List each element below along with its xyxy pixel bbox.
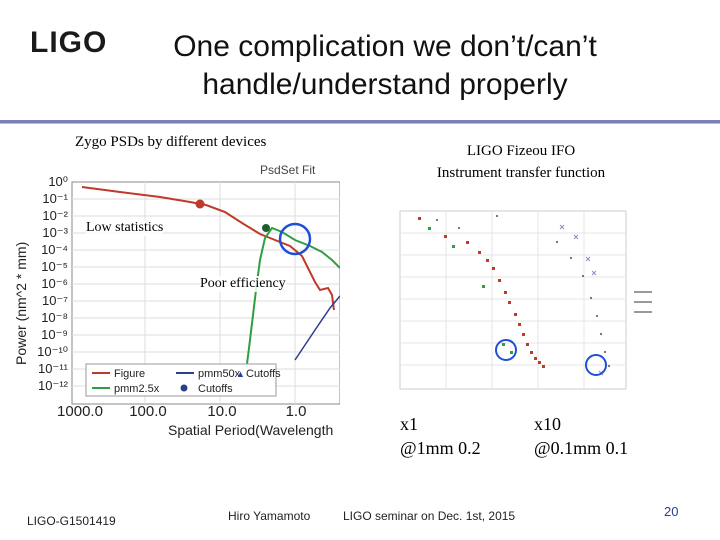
- pmm2-5x-curve: [242, 226, 340, 397]
- footer-doc-id: LIGO-G1501419: [27, 514, 116, 528]
- legend-cutoff-marker-1: ▲: [236, 369, 245, 379]
- ifo-transfer-function-plot: [386, 205, 666, 405]
- y-tick: 10⁻⁶: [41, 276, 68, 291]
- tf-points-x1: [418, 217, 545, 368]
- tf-points-x10: [428, 227, 513, 354]
- title-line-1: One complication we don’t/can’t: [173, 30, 597, 63]
- ligo-logo: LIGO: [30, 26, 108, 59]
- y-tick: 10⁻¹²: [38, 378, 69, 393]
- tf-points-gray: [436, 215, 610, 367]
- y-tick: 10⁻²: [42, 208, 68, 223]
- y-tick: 10⁻¹⁰: [37, 344, 68, 359]
- y-tick: 10⁻⁵: [41, 259, 68, 274]
- y-tick: 10⁻⁸: [41, 310, 68, 325]
- page-number: 20: [664, 504, 679, 519]
- y-tick: 10⁻¹¹: [38, 361, 69, 376]
- x-tick: 10.0: [207, 403, 236, 420]
- tf-cross-markers: [559, 224, 604, 376]
- x-tick-labels: 1000.0 100.0 10.0 1.0: [57, 403, 306, 420]
- y-tick: 10⁻⁷: [42, 293, 68, 308]
- pmm50x-curve: [294, 295, 340, 361]
- plot-title-fragment: PsdSet Fit: [260, 163, 316, 177]
- figure-curve: [81, 186, 335, 311]
- legend-pmm50x: pmm50x: [198, 368, 241, 380]
- zygo-psd-plot: PsdSet Fit 10⁰ 10⁻¹ 10⁻² 10⁻³ 10⁻⁴ 10⁻⁵ …: [10, 160, 340, 440]
- right-caption-line-1: LIGO Fizeou IFO: [466, 143, 576, 159]
- footer-seminar: LIGO seminar on Dec. 1st, 2015: [343, 509, 516, 523]
- label-x10-magnification: x10: [534, 414, 561, 434]
- annotation-low-statistics: Low statistics: [86, 220, 164, 236]
- annotation-poor-efficiency: Poor efficiency: [200, 276, 286, 292]
- legend-figure: Figure: [114, 368, 145, 380]
- y-tick: 10⁻¹: [42, 191, 68, 206]
- figure-cutoff-marker: [195, 199, 205, 209]
- legend-cutoffs-2: Cutoffs: [198, 383, 233, 395]
- footer-author: Hiro Yamamoto: [228, 509, 311, 523]
- y-tick: 10⁻⁹: [41, 327, 68, 342]
- label-x1-magnification: x1: [400, 414, 418, 434]
- x-tick: 1.0: [286, 403, 307, 420]
- y-axis-label: Power (nm^2 * mm): [13, 242, 29, 365]
- label-x1-resolution: @1mm 0.2: [400, 438, 481, 458]
- y-tick: 10⁻⁴: [41, 242, 68, 257]
- right-caption-line-2: Instrument transfer function: [436, 165, 606, 181]
- label-x10-resolution: @0.1mm 0.1: [534, 438, 629, 458]
- left-caption: Zygo PSDs by different devices: [75, 134, 267, 150]
- title-line-2: handle/understand properly: [202, 68, 568, 101]
- x-tick: 100.0: [129, 403, 167, 420]
- plot-legend: Figure pmm50x ▲ Cutoffs pmm2.5x Cutoffs: [85, 363, 281, 397]
- legend-pmm2-5x: pmm2.5x: [114, 383, 160, 395]
- slide-title: One complication we don’t/can’t handle/u…: [150, 28, 620, 104]
- title-divider-shadow: [0, 123, 720, 124]
- y-tick: 10⁻³: [42, 225, 68, 240]
- x-axis-label: Spatial Period(Wavelength: [168, 422, 333, 438]
- legend-cutoffs-1: Cutoffs: [246, 368, 281, 380]
- label-x1: x1 @1mm 0.2: [400, 412, 481, 460]
- tf-legend-marks: [634, 291, 652, 313]
- x-tick: 1000.0: [57, 403, 103, 420]
- y-tick-labels: 10⁰ 10⁻¹ 10⁻² 10⁻³ 10⁻⁴ 10⁻⁵ 10⁻⁶ 10⁻⁷ 1…: [37, 174, 69, 393]
- highlight-circle-x10: [585, 354, 607, 376]
- highlight-circle: [278, 222, 312, 256]
- tf-plot-frame: [399, 210, 627, 390]
- highlight-circle-x1: [495, 339, 517, 361]
- title-divider: [0, 120, 720, 123]
- right-caption: LIGO Fizeou IFO Instrument transfer func…: [416, 140, 626, 184]
- label-x10: x10 @0.1mm 0.1: [534, 412, 628, 460]
- y-tick: 10⁰: [48, 174, 68, 189]
- pmm2-5x-cutoff-marker: [262, 224, 270, 232]
